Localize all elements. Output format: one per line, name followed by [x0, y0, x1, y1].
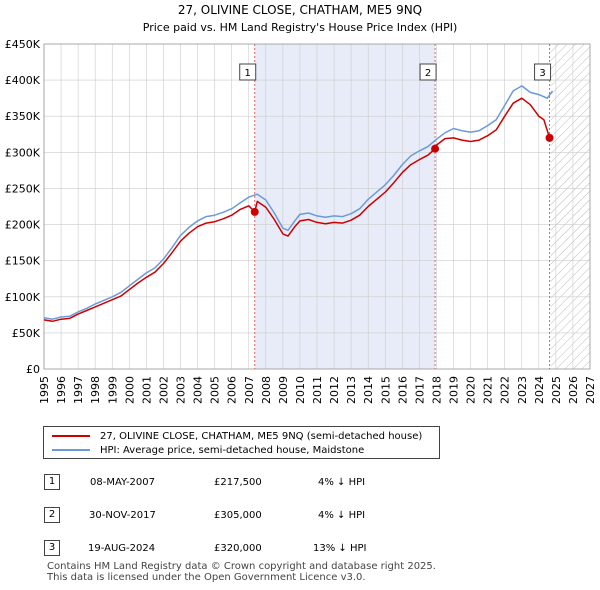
price-chart: 27, OLIVINE CLOSE, CHATHAM, ME5 9NQ Pric…: [5, 3, 597, 404]
x-tick-label: 2019: [448, 376, 461, 404]
footer-copyright: Contains HM Land Registry data © Crown c…: [47, 561, 436, 572]
sale-label-box: [419, 63, 437, 81]
y-tick-label: £150K: [5, 255, 41, 268]
sale-hpi-diff: 4% ↓ HPI: [318, 477, 366, 488]
sale-number-badge: 1: [44, 474, 60, 490]
x-tick-label: 2021: [482, 376, 495, 404]
x-tick-label: 2010: [294, 376, 307, 404]
x-tick-label: 2005: [209, 376, 222, 404]
x-tick-label: 1996: [55, 376, 68, 404]
sale-row: 2 30-NOV-2017 £305,000 4% ↓ HPI: [0, 507, 600, 527]
sale-price: £217,500: [214, 477, 262, 488]
y-tick-label: £300K: [5, 146, 41, 159]
sale-date: 30-NOV-2017: [89, 510, 156, 521]
hpi-series-line: [43, 85, 554, 320]
x-tick-label: 2009: [277, 376, 290, 404]
x-tick-label: 2025: [550, 376, 563, 404]
x-tick-label: 2018: [430, 376, 443, 404]
x-tick-label: 1998: [89, 376, 102, 404]
footer: Contains HM Land Registry data © Crown c…: [47, 561, 436, 583]
sale-hpi-diff: 13% ↓ HPI: [313, 543, 367, 554]
sale-point: [431, 144, 440, 153]
x-tick-label: 2024: [533, 376, 546, 404]
y-tick-label: £50K: [12, 327, 41, 340]
x-tick-label: 2007: [243, 376, 256, 404]
x-tick-label: 2026: [567, 376, 580, 404]
x-tick-label: 2016: [396, 376, 409, 404]
legend-swatch-property: [52, 435, 90, 437]
x-tick-label: 2002: [157, 376, 170, 404]
plot-frame: [43, 43, 591, 370]
x-tick-label: 2003: [175, 376, 188, 404]
x-tick-label: 1997: [72, 376, 85, 404]
y-tick-label: £200K: [5, 219, 41, 232]
x-tick-label: 2015: [379, 376, 392, 404]
y-tick-label: £100K: [5, 291, 41, 304]
legend-swatch-hpi: [52, 449, 90, 451]
x-tick-label: 2011: [311, 376, 324, 404]
sale-number-badge: 3: [44, 540, 60, 556]
x-tick-label: 1995: [38, 376, 51, 404]
sale-label-box: [534, 63, 552, 81]
sale-date: 19-AUG-2024: [88, 543, 156, 554]
x-tick-label: 2027: [584, 376, 597, 404]
y-tick-label: £450K: [5, 38, 41, 51]
y-tick-label: £400K: [5, 74, 41, 87]
y-tick-label: £350K: [5, 110, 41, 123]
ownership-shade: [254, 44, 436, 369]
sale-price: £305,000: [214, 510, 262, 521]
property-series-line: [43, 97, 553, 323]
x-tick-label: 2000: [123, 376, 136, 404]
x-tick-label: 2004: [192, 376, 205, 404]
y-tick-label: £250K: [5, 182, 41, 195]
sale-label-number: 2: [425, 68, 431, 79]
x-tick-label: 2022: [499, 376, 512, 404]
legend-item-property: 27, OLIVINE CLOSE, CHATHAM, ME5 9NQ (sem…: [52, 430, 422, 444]
sale-price: £320,000: [214, 543, 262, 554]
x-tick-label: 2001: [140, 376, 153, 404]
sale-point: [250, 207, 259, 216]
x-tick-label: 2017: [413, 376, 426, 404]
sale-row: 3 19-AUG-2024 £320,000 13% ↓ HPI: [0, 540, 600, 560]
sale-number-badge: 2: [44, 507, 60, 523]
x-tick-label: 2008: [260, 376, 273, 404]
legend-label-property: 27, OLIVINE CLOSE, CHATHAM, ME5 9NQ (sem…: [100, 431, 423, 442]
x-tick-label: 2006: [226, 376, 239, 404]
y-tick-label: £0: [26, 363, 40, 376]
sale-point: [545, 133, 554, 142]
legend-label-hpi: HPI: Average price, semi-detached house,…: [100, 445, 365, 456]
sale-hpi-diff: 4% ↓ HPI: [318, 510, 366, 521]
x-tick-label: 2012: [328, 376, 341, 404]
future-hatch: [550, 44, 590, 369]
sale-label-box: [239, 63, 257, 81]
chart-title: 27, OLIVINE CLOSE, CHATHAM, ME5 9NQ: [178, 3, 422, 17]
sale-row: 1 08-MAY-2007 £217,500 4% ↓ HPI: [0, 474, 600, 494]
chart-subtitle: Price paid vs. HM Land Registry's House …: [143, 21, 458, 34]
x-tick-label: 2023: [516, 376, 529, 404]
x-tick-label: 2013: [345, 376, 358, 404]
sale-label-number: 1: [245, 68, 251, 79]
footer-license: This data is licensed under the Open Gov…: [47, 572, 366, 583]
sale-label-number: 3: [539, 68, 545, 79]
legend-item-hpi: HPI: Average price, semi-detached house,…: [52, 444, 364, 458]
x-tick-label: 2020: [465, 376, 478, 404]
legend: 27, OLIVINE CLOSE, CHATHAM, ME5 9NQ (sem…: [43, 426, 440, 459]
sale-date: 08-MAY-2007: [90, 477, 156, 488]
x-tick-label: 2014: [362, 376, 375, 404]
x-tick-label: 1999: [106, 376, 119, 404]
